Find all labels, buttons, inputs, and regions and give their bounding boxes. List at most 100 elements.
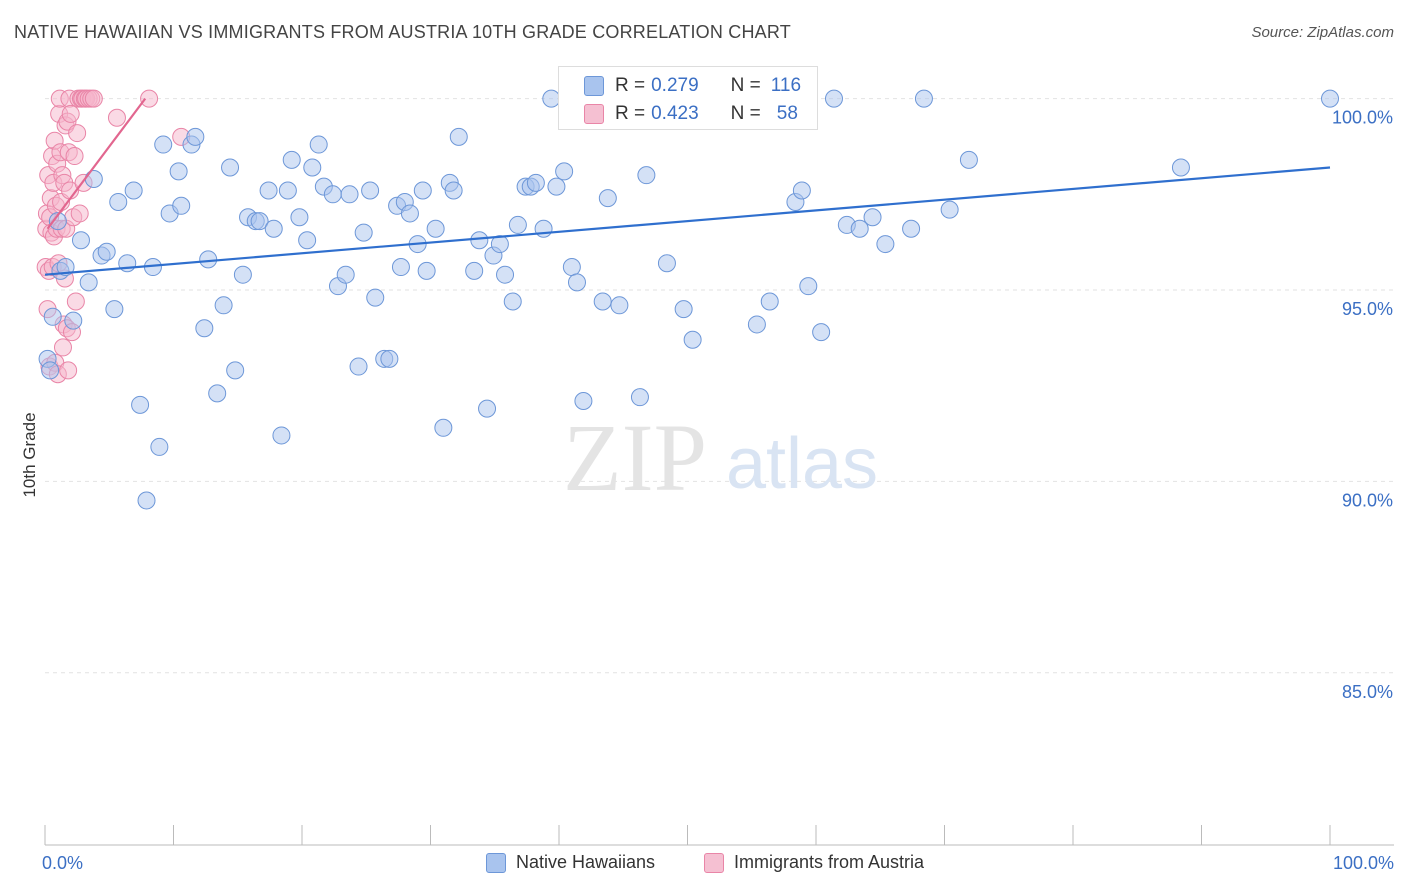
hawaiian-point <box>226 361 245 380</box>
hawaiian-point <box>172 196 191 215</box>
stats-swatch-pink <box>584 104 604 124</box>
legend-item-hawaiians[interactable]: Native Hawaiians <box>486 852 655 873</box>
grid <box>45 98 1394 674</box>
hawaiian-point <box>562 258 581 277</box>
trend-lines <box>44 97 1331 276</box>
hawaiian-point <box>340 185 359 204</box>
hawaiian-point <box>71 231 90 250</box>
hawaiian-point <box>637 166 656 185</box>
hawaiian-point <box>154 135 173 154</box>
hawaiian-point <box>508 215 527 234</box>
watermark-zip: ZIP <box>563 404 707 511</box>
hawaiian-point <box>799 277 818 296</box>
legend: Native Hawaiians Immigrants from Austria <box>0 852 1406 876</box>
hawaiian-point <box>1171 158 1190 177</box>
hawaiian-point <box>56 258 75 277</box>
stats-n-label: N = <box>730 103 761 124</box>
hawaiian-point <box>336 265 355 284</box>
stats-box: R = 0.279 N = 116 R = 0.423 N = 58 <box>558 66 818 130</box>
austria-point <box>61 104 80 123</box>
y-tick-label: 100.0% <box>1332 108 1393 128</box>
hawaiian-point <box>259 181 278 200</box>
hawaiian-point <box>555 162 574 181</box>
stats-n-label: N = <box>730 75 761 96</box>
y-tick-label: 95.0% <box>1342 299 1393 319</box>
legend-swatch-blue <box>486 852 506 873</box>
austria-point <box>140 89 159 108</box>
hawaiian-point <box>354 223 373 242</box>
hawaiian-point <box>574 392 593 410</box>
hawaiian-point <box>250 212 269 231</box>
hawaiian-point <box>124 181 143 200</box>
hawaiian-point <box>598 189 617 208</box>
trend-line-hawaiian <box>44 166 1331 276</box>
hawaiian-point <box>131 395 150 414</box>
hawaiian-point <box>361 181 380 200</box>
hawaiian-point <box>760 292 779 311</box>
watermark-atlas: atlas <box>726 424 878 504</box>
stats-r-value: 0.423 <box>651 103 699 124</box>
stats-n-value: 116 <box>770 75 802 96</box>
hawaiian-point <box>64 311 83 330</box>
hawaiian-point <box>747 315 766 334</box>
axes <box>44 825 1394 846</box>
hawaiian-point <box>195 319 214 338</box>
hawaiian-point <box>610 296 629 315</box>
hawaiian-point <box>567 273 586 292</box>
hawaiian-point <box>109 192 128 211</box>
hawaiian-point <box>214 296 233 315</box>
hawaiian-point <box>630 388 649 407</box>
hawaiian-point <box>150 437 169 456</box>
hawaiian-point <box>391 258 410 277</box>
hawaiian-point <box>417 261 436 280</box>
y-tick-labels: 85.0% 90.0% 95.0% 100.0% <box>1332 108 1393 702</box>
chart-title: NATIVE HAWAIIAN VS IMMIGRANTS FROM AUSTR… <box>14 22 791 42</box>
hawaiian-point <box>137 491 156 510</box>
hawaiian-point <box>97 242 116 261</box>
hawaiian-point <box>902 219 921 238</box>
hawaiian-point <box>298 231 317 250</box>
austria-point <box>84 89 103 108</box>
hawaiian-point <box>199 250 218 269</box>
stats-row-austria: R = 0.423 N = 58 <box>584 100 798 128</box>
x-tick-label: 0.0% <box>42 853 83 873</box>
series-austria-points <box>36 89 191 384</box>
legend-label-hawaiians: Native Hawaiians <box>516 852 656 872</box>
legend-label-austria: Immigrants from Austria <box>734 852 925 872</box>
hawaiian-point <box>84 170 103 188</box>
hawaiian-point <box>186 127 205 146</box>
watermark: ZIP atlas <box>563 404 878 511</box>
hawaiian-point <box>496 265 515 284</box>
stats-r-value: 0.279 <box>651 75 699 96</box>
x-tick-labels: 0.0% 100.0% <box>42 853 1394 873</box>
hawaiian-point <box>914 89 933 108</box>
trend-line-austria <box>46 97 147 230</box>
hawaiian-point <box>850 219 869 238</box>
hawaiian-point <box>1321 89 1339 108</box>
hawaiian-point <box>490 235 509 254</box>
hawaiian-point <box>657 254 676 273</box>
hawaiian-point <box>812 323 831 342</box>
hawaiian-point <box>43 307 62 326</box>
hawaiian-point <box>41 361 60 380</box>
hawaiian-point <box>278 181 297 200</box>
austria-point <box>68 124 87 143</box>
hawaiian-point <box>683 330 702 349</box>
hawaiian-point <box>272 426 291 445</box>
austria-point <box>70 204 89 223</box>
hawaiian-point <box>309 135 328 154</box>
legend-item-austria[interactable]: Immigrants from Austria <box>704 852 924 873</box>
hawaiian-point <box>449 127 468 146</box>
x-tick-label: 100.0% <box>1333 853 1394 873</box>
hawaiian-point <box>303 158 322 177</box>
austria-point <box>59 361 78 380</box>
hawaiian-point <box>434 418 453 437</box>
hawaiian-point <box>478 399 497 418</box>
hawaiian-point <box>465 261 484 280</box>
y-tick-label: 90.0% <box>1342 490 1393 510</box>
hawaiian-point <box>105 300 124 319</box>
stats-row-hawaiian: R = 0.279 N = 116 <box>584 72 802 100</box>
hawaiian-point <box>400 204 419 223</box>
hawaiian-point <box>169 162 188 181</box>
hawaiian-point <box>79 273 98 292</box>
